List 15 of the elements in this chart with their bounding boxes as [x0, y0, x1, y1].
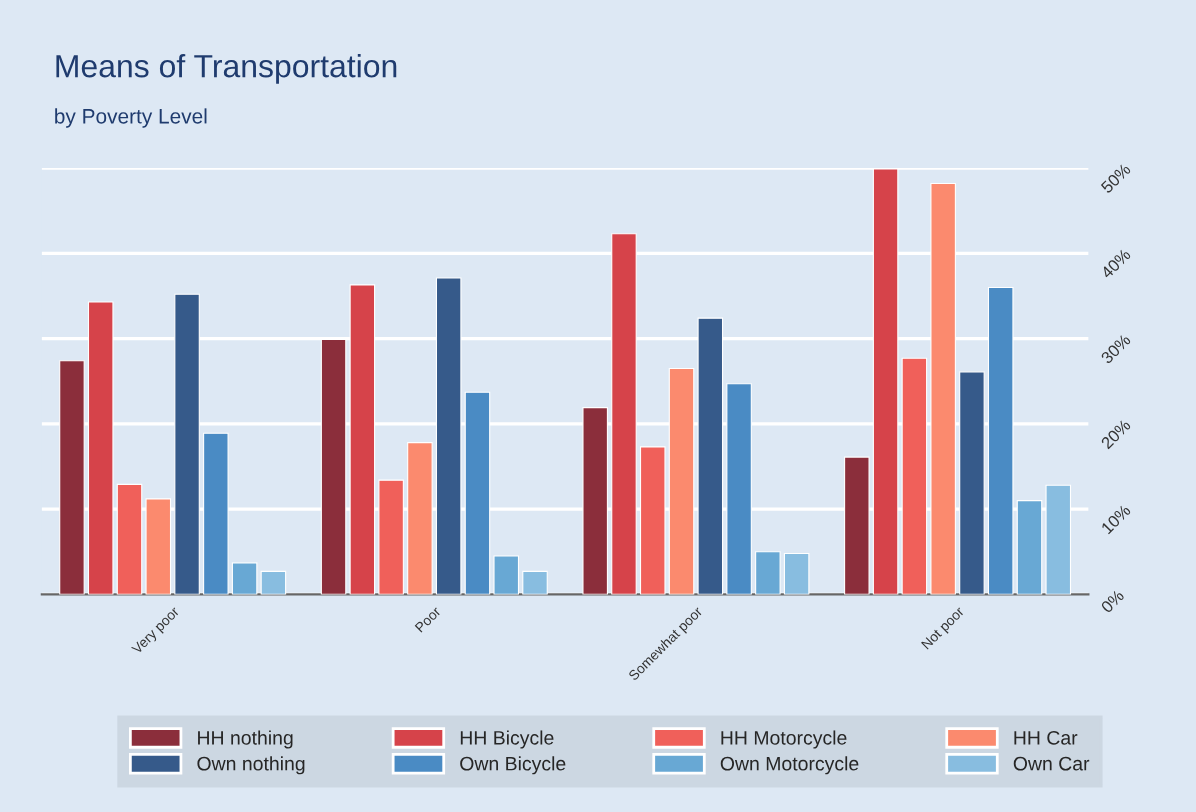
y-tick-label: 50%: [1100, 162, 1132, 194]
legend-label: HH Motorcycle: [721, 730, 847, 749]
legend-label: HH nothing: [198, 730, 293, 749]
chart-title: Means of Transportation: [56, 53, 397, 84]
y-tick-label: 10%: [1100, 503, 1132, 535]
legend-label: Own Bicycle: [460, 756, 566, 775]
y-tick-label: 40%: [1100, 248, 1132, 280]
legend-label: Own Motorcycle: [720, 756, 859, 775]
y-tick-label: 0%: [1100, 589, 1125, 614]
chart-subtitle: by Poverty Level: [55, 108, 207, 128]
legend-label: HH Bicycle: [460, 730, 554, 749]
legend-label: Own Car: [1013, 756, 1090, 771]
y-tick-label: 30%: [1100, 333, 1132, 365]
legend-label: Own nothing: [197, 756, 305, 775]
legend-label: HH Car: [1014, 730, 1078, 745]
